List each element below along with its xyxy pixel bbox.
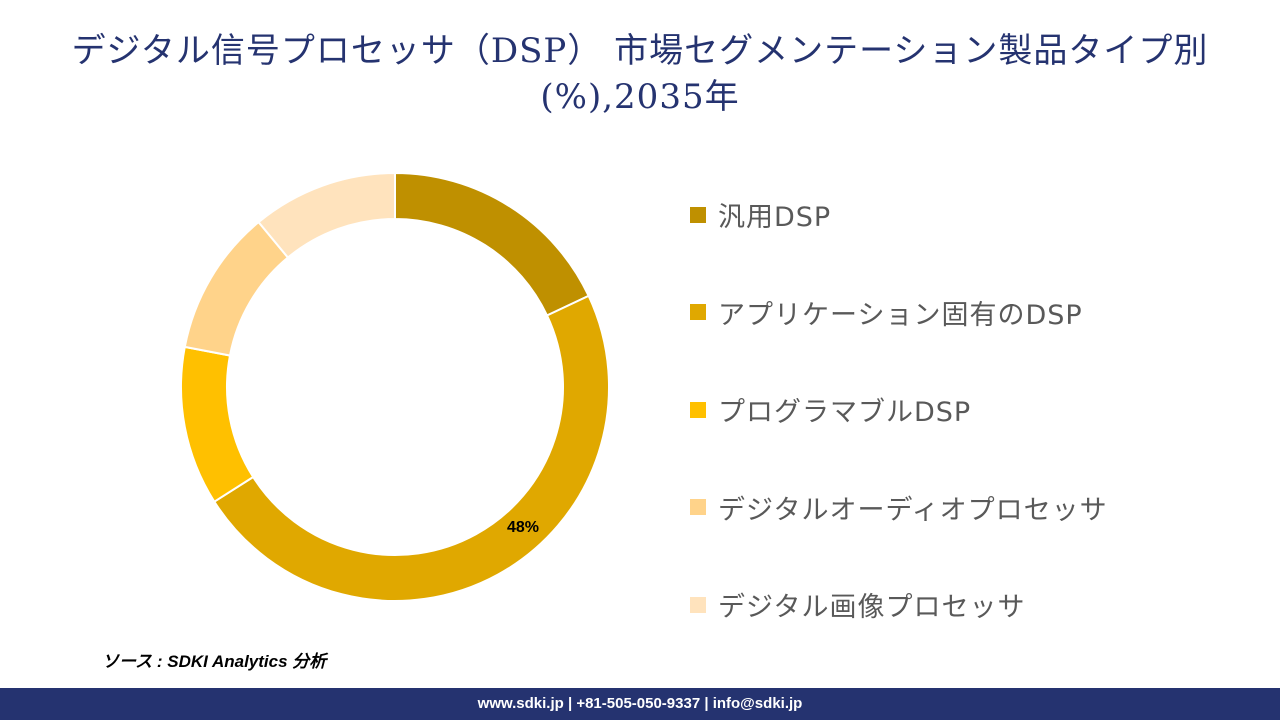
legend-item: アプリケーション固有のDSP [690,264,1108,362]
legend-swatch [690,499,706,516]
legend-item: デジタル画像プロセッサ [690,556,1108,654]
legend-item: 汎用DSP [690,166,1108,264]
legend: 汎用DSP アプリケーション固有のDSP プログラマブルDSP デジタルオーディオプロ… [690,166,1108,654]
title-line-1: デジタル信号プロセッサ（DSP） 市場セグメンテーション製品タイプ別 [71,31,1209,71]
legend-swatch [690,596,706,613]
donut-slice-1 [394,171,590,317]
legend-label: デジタル画像プロセッサ [718,592,1026,624]
legend-item: プログラマブルDSP [690,361,1108,459]
legend-label: デジタルオーディオプロセッサ [718,494,1108,526]
data-label: 48% [507,519,539,536]
title-line-2: (%),2035年 [540,77,740,117]
legend-label: 汎用DSP [718,202,832,234]
legend-swatch [690,401,706,418]
chart-title: デジタル信号プロセッサ（DSP） 市場セグメンテーション製品タイプ別 (%),2… [0,28,1280,120]
legend-label: アプリケーション固有のDSP [718,299,1083,331]
source-note: ソース : SDKI Analytics 分析 [102,652,327,671]
legend-label: プログラマブルDSP [718,397,972,429]
donut-slice-2 [212,294,610,602]
donut-slice-3 [180,345,255,504]
legend-item: デジタルオーディオプロセッサ [690,459,1108,557]
legend-swatch [690,206,706,223]
footer-bar: www.sdki.jp | +81-505-050-9337 | info@sd… [0,688,1280,720]
donut-slice-4 [183,220,290,357]
legend-swatch [690,304,706,321]
donut-slice-5 [257,171,396,259]
